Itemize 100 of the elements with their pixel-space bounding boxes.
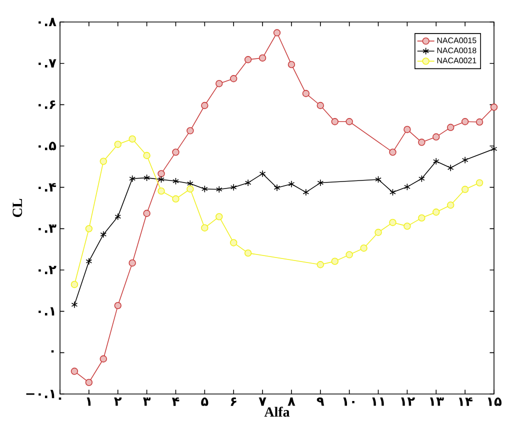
- point: [274, 184, 280, 192]
- y-tick-label: ۰.۸: [38, 18, 56, 26]
- point: [302, 90, 310, 98]
- point: [461, 186, 469, 193]
- point: [447, 202, 454, 209]
- point: [85, 225, 93, 232]
- point: [346, 118, 353, 126]
- point: [461, 118, 469, 126]
- point: [114, 302, 122, 310]
- point: [432, 158, 440, 165]
- point: [201, 224, 208, 232]
- point: [202, 185, 208, 193]
- y-tick-label: ۰.۲: [38, 266, 56, 274]
- point: [144, 174, 150, 182]
- x-tick-label: ۶: [230, 398, 236, 406]
- point: [100, 355, 107, 362]
- point: [114, 140, 122, 148]
- point: [230, 239, 238, 246]
- point: [418, 214, 426, 222]
- point: [288, 180, 295, 188]
- point: [143, 210, 150, 217]
- point: [418, 138, 426, 146]
- point: [375, 176, 382, 184]
- point: [230, 184, 237, 191]
- point: [172, 178, 179, 185]
- point: [244, 179, 252, 186]
- x-tick-label: ۴: [172, 398, 180, 406]
- point: [317, 179, 324, 186]
- x-tick-label: ۱۲: [401, 398, 415, 406]
- point: [186, 185, 194, 193]
- point: [432, 208, 440, 216]
- x-tick-label: ۱۳: [430, 398, 444, 406]
- y-tick-label: ۰.۴: [38, 183, 56, 192]
- x-tick-label: ۵: [201, 398, 208, 406]
- point: [158, 176, 164, 184]
- point: [201, 102, 208, 110]
- point: [216, 213, 223, 220]
- point: [259, 170, 266, 178]
- point: [404, 222, 411, 230]
- point: [216, 80, 223, 88]
- point: [71, 301, 78, 308]
- x-tick-label: ۸: [288, 398, 296, 406]
- point: [447, 124, 454, 132]
- y-tick-label: ۰.۶: [38, 100, 56, 109]
- point: [128, 259, 136, 267]
- y-tick-label: ۰: [51, 350, 54, 353]
- point: [273, 29, 281, 36]
- point: [158, 187, 165, 195]
- point: [331, 258, 338, 265]
- point: [389, 148, 396, 156]
- y-tick-label: ۰.۳: [38, 224, 56, 233]
- point: [476, 179, 484, 186]
- point: [288, 60, 296, 68]
- point: [129, 175, 136, 182]
- x-tick-label: ۱۵: [488, 398, 502, 406]
- point: [374, 228, 382, 236]
- point: [244, 56, 252, 64]
- point: [216, 186, 222, 193]
- point: [100, 158, 107, 165]
- point: [418, 175, 425, 182]
- point: [172, 148, 180, 156]
- point: [476, 118, 484, 126]
- point: [85, 378, 93, 386]
- point: [230, 75, 238, 82]
- point: [70, 368, 78, 375]
- point: [360, 244, 368, 252]
- point: [331, 118, 338, 126]
- point: [316, 102, 324, 110]
- point: [70, 280, 78, 288]
- point: [302, 188, 310, 196]
- point: [390, 188, 396, 196]
- point: [432, 133, 440, 141]
- point: [143, 152, 150, 160]
- point: [128, 135, 136, 143]
- point: [172, 195, 180, 203]
- point: [158, 170, 165, 178]
- point: [100, 230, 107, 238]
- point: [389, 218, 396, 226]
- point: [258, 54, 266, 62]
- x-tick-label: ۳: [143, 398, 151, 406]
- point: [114, 213, 122, 220]
- y-tick-label: ۰.۱: [38, 307, 54, 316]
- y-tick-label: ۰.۷: [38, 59, 56, 68]
- x-axis-title: Alfa: [264, 406, 290, 417]
- x-tick-label: ۷: [258, 398, 266, 406]
- point: [346, 251, 353, 258]
- point: [86, 258, 92, 265]
- point: [490, 104, 498, 111]
- x-tick-label: ۱۱: [372, 398, 384, 406]
- point: [462, 156, 468, 164]
- y-tick-label: ۰.۵: [38, 142, 56, 150]
- point: [316, 261, 324, 268]
- y-tick-label: −۰.۱: [26, 390, 54, 398]
- x-tick-label: ۱۴: [458, 398, 472, 406]
- point: [186, 127, 194, 134]
- point: [244, 249, 252, 257]
- x-tick-label: ۱۰: [343, 398, 354, 406]
- x-tick-label: ۱: [86, 398, 91, 406]
- point: [447, 164, 454, 172]
- point: [490, 145, 498, 152]
